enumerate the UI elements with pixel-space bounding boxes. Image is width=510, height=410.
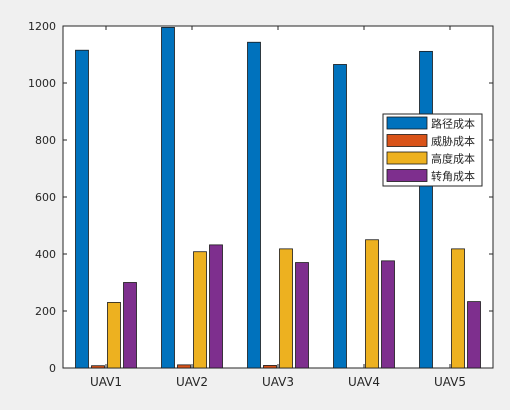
bar-uav3-series-1 xyxy=(247,41,261,369)
legend-swatch xyxy=(386,116,428,130)
bar-uav5-series-1 xyxy=(419,50,433,369)
x-tick-label: UAV3 xyxy=(262,375,294,389)
y-axis: 0 200 400 600 800 1000 1200 xyxy=(28,20,493,375)
bar-uav1-series-2 xyxy=(91,365,105,369)
bar-uav3-series-2 xyxy=(263,365,277,369)
bar-uav3-series-3 xyxy=(279,248,293,369)
bar-uav2-series-4 xyxy=(209,244,223,369)
bar-uav1-series-3 xyxy=(107,302,121,369)
x-tick-label: UAV1 xyxy=(90,375,122,389)
bar-uav2-series-1 xyxy=(161,27,175,369)
bar-uav1-series-4 xyxy=(123,282,137,369)
x-tick-label: UAV2 xyxy=(176,375,208,389)
x-tick-label: UAV5 xyxy=(434,375,466,389)
y-tick-label: 600 xyxy=(35,191,56,204)
x-axis: UAV1 UAV2 UAV3 UAV4 UAV5 xyxy=(90,26,466,389)
bar-uav4-series-3 xyxy=(365,239,379,369)
bar-uav5-series-4 xyxy=(467,301,481,369)
bar-uav4-series-1 xyxy=(333,64,347,369)
bar-uav2-series-3 xyxy=(193,251,207,369)
legend-swatch xyxy=(386,134,428,147)
legend-label: 威胁成本 xyxy=(431,134,475,148)
bar-uav5-series-3 xyxy=(451,248,465,369)
bar-uav4-series-4 xyxy=(381,260,395,369)
bar-uav2-series-2 xyxy=(177,364,191,369)
legend-label: 高度成本 xyxy=(431,152,475,166)
y-tick-label: 1200 xyxy=(28,20,56,33)
legend-swatch xyxy=(386,151,428,165)
bar-uav3-series-4 xyxy=(295,262,309,369)
y-tick-label: 0 xyxy=(49,362,56,375)
bar-uav1-series-1 xyxy=(75,49,89,369)
legend-label: 路径成本 xyxy=(431,117,475,131)
legend-swatch xyxy=(386,169,428,182)
x-tick-label: UAV4 xyxy=(348,375,380,389)
y-tick-label: 800 xyxy=(35,134,56,147)
bars-layer xyxy=(75,27,481,369)
y-tick-label: 400 xyxy=(35,248,56,261)
y-tick-label: 200 xyxy=(35,305,56,318)
y-tick-label: 1000 xyxy=(28,77,56,90)
legend-label: 转角成本 xyxy=(431,169,475,183)
